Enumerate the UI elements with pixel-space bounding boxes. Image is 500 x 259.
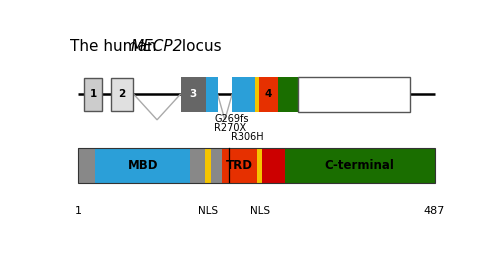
Bar [84,78,102,111]
Text: The human: The human [70,39,162,54]
Text: 2: 2 [118,89,126,99]
Text: C-terminal: C-terminal [325,159,394,172]
Bar [111,78,134,111]
Bar [96,148,190,183]
Bar [78,148,434,183]
Text: 3: 3 [190,89,197,99]
Text: locus: locus [177,39,222,54]
Text: G269fs: G269fs [214,114,249,124]
Bar [260,77,278,112]
Bar [180,77,206,112]
Bar [78,148,96,183]
Text: TRD: TRD [226,159,253,172]
Bar [205,148,210,183]
Text: MBD: MBD [128,159,158,172]
Text: 4: 4 [265,89,272,99]
Bar [210,148,222,183]
Text: MECP2: MECP2 [130,39,182,54]
Bar [298,77,410,112]
Text: R270X: R270X [214,123,246,133]
Text: 1: 1 [90,89,96,99]
Bar [262,148,285,183]
Bar [257,148,262,183]
Bar [232,77,254,112]
Bar [206,77,218,112]
Text: NLS: NLS [250,206,270,215]
Bar [254,77,260,112]
Bar [222,148,257,183]
Bar [285,148,434,183]
Bar [278,77,298,112]
Bar [190,148,205,183]
Text: NLS: NLS [198,206,218,215]
Text: 1: 1 [74,206,82,215]
Text: 487: 487 [424,206,445,215]
Text: R306H: R306H [231,132,264,142]
